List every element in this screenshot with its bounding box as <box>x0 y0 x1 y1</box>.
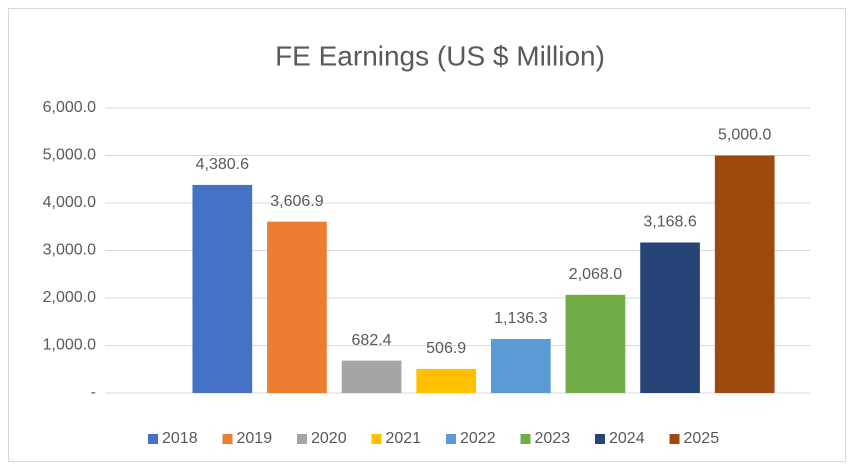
legend-swatch <box>222 434 233 444</box>
y-tick-label: - <box>91 384 96 401</box>
data-label: 506.9 <box>426 340 466 357</box>
legend-swatch <box>520 434 531 444</box>
bar <box>267 221 327 393</box>
bar <box>565 294 626 393</box>
legend-label: 2018 <box>162 430 198 447</box>
y-tick-label: 2,000.0 <box>43 289 96 306</box>
data-label: 4,380.6 <box>196 156 249 173</box>
legend-label: 2022 <box>460 430 496 447</box>
data-label: 3,168.6 <box>643 214 696 231</box>
data-label: 5,000.0 <box>718 127 771 144</box>
bar <box>192 184 253 393</box>
bar <box>490 339 551 393</box>
legend-swatch <box>446 434 456 444</box>
bar <box>416 368 477 393</box>
legend-swatch <box>371 434 382 444</box>
y-tick-label: 5,000.0 <box>43 147 96 164</box>
bar <box>640 242 700 393</box>
data-label: 1,136.3 <box>494 310 547 327</box>
legend-swatch <box>669 434 680 444</box>
data-label: 3,606.9 <box>270 193 323 210</box>
bar <box>714 155 775 393</box>
legend-label: 2021 <box>386 430 422 447</box>
data-label: 2,068.0 <box>569 266 622 283</box>
legend-swatch <box>297 434 307 444</box>
legend-label: 2025 <box>684 430 720 447</box>
y-tick-label: 3,000.0 <box>43 242 96 259</box>
y-tick-label: 4,000.0 <box>43 194 96 211</box>
legend-label: 2019 <box>237 430 273 447</box>
legend-label: 2023 <box>535 430 571 447</box>
data-label: 682.4 <box>352 332 392 349</box>
legend-swatch <box>595 434 605 444</box>
legend-label: 2024 <box>609 430 645 447</box>
bar <box>341 360 402 393</box>
legend-swatch <box>148 434 158 444</box>
legend-label: 2020 <box>311 430 347 447</box>
y-tick-label: 6,000.0 <box>43 99 96 116</box>
y-tick-label: 1,000.0 <box>43 337 96 354</box>
chart-title: FE Earnings (US $ Million) <box>275 40 605 71</box>
